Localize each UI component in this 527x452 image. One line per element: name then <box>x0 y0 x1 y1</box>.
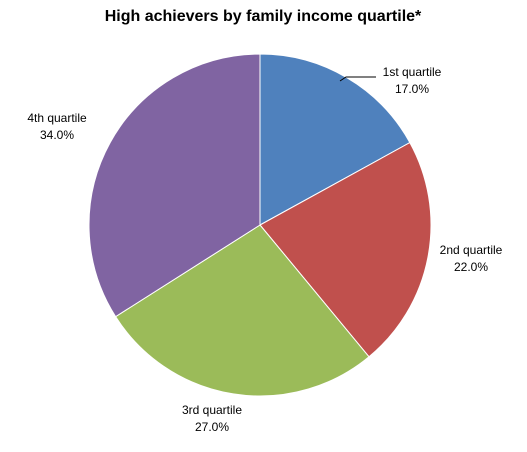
slice-category-3rd-quartile: 3rd quartile <box>182 403 242 417</box>
slice-value-4th-quartile: 34.0% <box>40 128 74 142</box>
slice-category-4th-quartile: 4th quartile <box>27 111 87 125</box>
pie-slice-2nd-quartile <box>259 141 432 358</box>
chart-title: High achievers by family income quartile… <box>105 8 422 25</box>
slice-label-4th-quartile: 4th quartile 34.0% <box>27 111 87 142</box>
slice-value-3rd-quartile: 27.0% <box>195 420 229 434</box>
slice-value-1st-quartile: 17.0% <box>395 82 429 96</box>
pie-slices <box>88 53 432 397</box>
slice-label-1st-quartile: 1st quartile 17.0% <box>383 65 442 96</box>
slice-category-1st-quartile: 1st quartile <box>383 65 442 79</box>
pie-slice-1st-quartile <box>259 53 411 226</box>
pie-slice-4th-quartile <box>88 53 261 318</box>
leader-lines <box>339 76 376 82</box>
slice-label-2nd-quartile: 2nd quartile 22.0% <box>440 243 503 274</box>
slice-category-2nd-quartile: 2nd quartile <box>440 243 503 257</box>
slice-value-2nd-quartile: 22.0% <box>454 260 488 274</box>
pie-slice-3rd-quartile <box>114 224 370 397</box>
slice-label-3rd-quartile: 3rd quartile 27.0% <box>182 403 242 434</box>
leader-line-1st-quartile <box>339 76 376 82</box>
slice-labels: 1st quartile 17.0% 2nd quartile 22.0% 3rd qu… <box>27 65 502 434</box>
